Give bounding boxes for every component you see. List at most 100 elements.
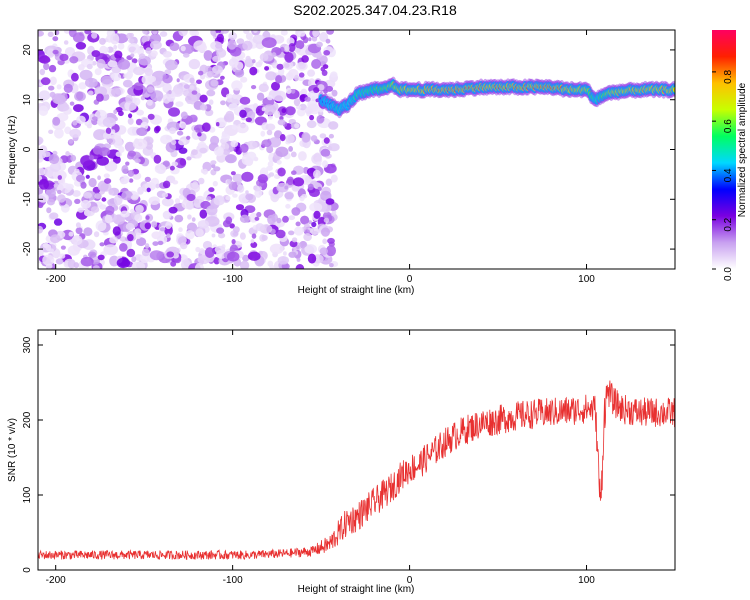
x-tick-label: 100 (578, 575, 595, 586)
heatmap-cell (127, 150, 136, 157)
heatmap-cell (264, 66, 270, 71)
heatmap-cell (38, 105, 49, 116)
heatmap-cell (225, 195, 231, 201)
heatmap-cell (48, 248, 54, 253)
heatmap-cell (295, 221, 301, 227)
heatmap-cell (288, 251, 297, 258)
heatmap-cell (137, 186, 144, 195)
heatmap-cell (47, 31, 54, 37)
heatmap-cell (327, 237, 335, 244)
heatmap-cell (269, 264, 275, 269)
heatmap-cell (322, 238, 328, 245)
heatmap-cell (68, 231, 74, 237)
heatmap-cell (299, 241, 308, 248)
heatmap-cell (311, 36, 318, 42)
heatmap-cell (225, 93, 233, 99)
heatmap-cell (135, 118, 143, 126)
heatmap-cell (233, 226, 240, 234)
heatmap-cell (73, 262, 80, 269)
heatmap-cell (186, 201, 194, 210)
heatmap-cell (170, 139, 177, 145)
heatmap-cell (46, 198, 55, 206)
heatmap-cell (208, 187, 215, 193)
heatmap-cell (178, 30, 188, 37)
heatmap-cell (159, 31, 168, 37)
heatmap-cell (288, 146, 293, 152)
heatmap-cell (285, 134, 295, 144)
heatmap-cell (186, 156, 192, 161)
heatmap-cell (225, 110, 235, 122)
heatmap-cell (210, 79, 219, 87)
heatmap-cell (213, 257, 220, 265)
heatmap-cell (161, 192, 169, 198)
heatmap-cell (145, 47, 152, 54)
heatmap-cell (204, 247, 215, 258)
heatmap-cell (296, 257, 301, 262)
heatmap-cell (183, 52, 190, 58)
colorbar-tick-label: 0.4 (723, 168, 734, 182)
heatmap-cell (208, 205, 215, 210)
heatmap-cell (88, 177, 97, 188)
heatmap-cell (162, 74, 173, 84)
heatmap-cell (168, 206, 178, 214)
heatmap-cell (117, 42, 125, 50)
heatmap-cell (38, 225, 44, 234)
heatmap-cell (119, 243, 128, 252)
heatmap-cell (121, 165, 129, 174)
heatmap-cell (45, 188, 56, 198)
heatmap-cell (79, 69, 93, 81)
heatmap-cell (101, 197, 107, 202)
heatmap-cell (134, 138, 140, 145)
heatmap-cell (74, 198, 81, 204)
heatmap-cell (50, 234, 61, 244)
heatmap-cell (54, 127, 64, 139)
heatmap-cell (38, 150, 47, 160)
heatmap-cell (110, 33, 120, 45)
heatmap-cell (180, 259, 191, 269)
heatmap-cell (197, 141, 207, 149)
heatmap-cell (188, 58, 201, 70)
heatmap-cell (266, 165, 273, 171)
heatmap-cell (221, 30, 229, 34)
heatmap-cell (309, 202, 323, 212)
snr-frame (37, 329, 676, 571)
heatmap-cell (199, 209, 208, 219)
heatmap-cell (328, 133, 334, 139)
heatmap-cell (191, 149, 198, 156)
heatmap-cell (313, 152, 322, 163)
heatmap-cell (299, 103, 307, 111)
snr-chart: -200 -100 0 100 0 100 200 300 Height of straig… (7, 329, 676, 595)
heatmap-cell (310, 135, 318, 142)
heatmap-cell (67, 259, 76, 269)
heatmap-cell (298, 62, 306, 69)
heatmap-cell (113, 109, 118, 115)
heatmap-cell (183, 84, 190, 89)
heatmap-cell (133, 82, 144, 91)
heatmap-cell (191, 181, 199, 190)
heatmap-cell (261, 37, 277, 48)
heatmap-cell (286, 87, 292, 94)
heatmap-cell (188, 114, 198, 123)
heatmap-cell (72, 120, 78, 126)
heatmap-cell (53, 218, 63, 226)
heatmap-cell (239, 96, 251, 105)
heatmap-cell (208, 99, 214, 105)
heatmap-cell (213, 166, 221, 172)
heatmap-cell (69, 56, 79, 64)
heatmap-cell (86, 124, 92, 129)
heatmap-cell (304, 244, 318, 254)
heatmap-cell (60, 245, 66, 250)
heatmap-cell (150, 40, 162, 50)
heatmap-cell (222, 148, 231, 155)
heatmap-cell (216, 33, 224, 43)
heatmap-cell (307, 69, 316, 77)
heatmap-cell (97, 175, 101, 180)
heatmap-cell (108, 189, 114, 194)
heatmap-cell (279, 116, 284, 121)
heatmap-cell (42, 254, 55, 266)
heatmap-cell (199, 94, 208, 103)
heatmap-cell (118, 146, 125, 153)
heatmap-cell (159, 227, 166, 232)
heatmap-cell (144, 243, 150, 249)
heatmap-cell (49, 76, 57, 86)
